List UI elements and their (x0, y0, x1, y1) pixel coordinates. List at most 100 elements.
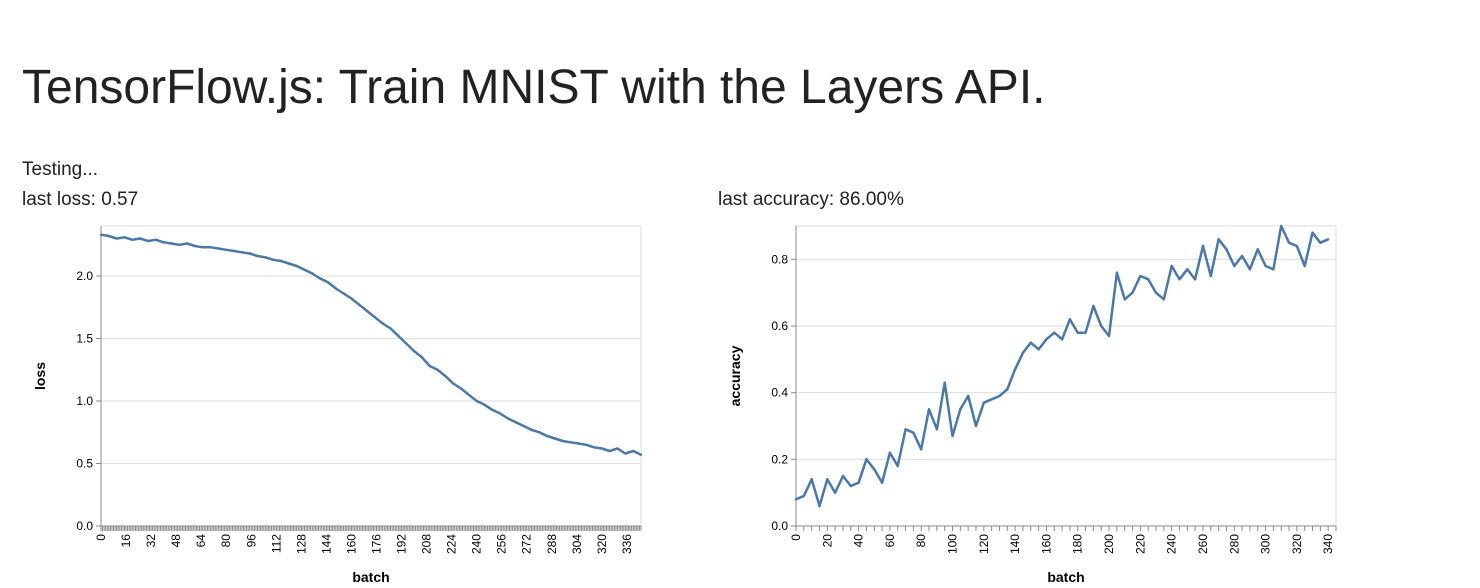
accuracy-data-point (1115, 271, 1119, 274)
loss-x-tick-label: 144 (319, 534, 333, 554)
loss-data-point (600, 447, 604, 450)
loss-data-point (530, 428, 533, 431)
loss-x-tick-label: 32 (144, 534, 158, 548)
loss-data-point (107, 234, 111, 238)
accuracy-x-tick-label: 60 (883, 534, 897, 548)
accuracy-data-point (1326, 238, 1330, 241)
accuracy-data-point (1217, 238, 1220, 241)
accuracy-y-tick-label: 0.4 (771, 386, 788, 400)
accuracy-x-tick-label: 100 (946, 534, 960, 554)
accuracy-data-point (951, 434, 954, 438)
loss-data-point (154, 238, 157, 241)
accuracy-x-tick-label: 340 (1321, 534, 1335, 554)
loss-data-point (459, 387, 463, 390)
accuracy-data-point (1170, 264, 1173, 268)
loss-data-point (311, 272, 314, 275)
accuracy-x-tick-label: 320 (1290, 534, 1304, 554)
accuracy-x-tick-label: 80 (914, 534, 928, 548)
loss-data-point (271, 258, 275, 261)
accuracy-data-point (1233, 264, 1236, 268)
accuracy-data-point (1013, 368, 1017, 371)
loss-data-point (342, 292, 345, 295)
accuracy-x-tick-label: 300 (1259, 534, 1273, 554)
accuracy-data-point (1100, 324, 1103, 328)
loss-data-point (412, 349, 416, 353)
accuracy-x-tick-label: 20 (820, 534, 834, 548)
accuracy-data-point (1295, 244, 1299, 248)
loss-data-point (138, 237, 142, 240)
accuracy-data-point (1060, 338, 1064, 341)
loss-data-point (365, 309, 369, 313)
accuracy-data-point (974, 424, 978, 428)
accuracy-data-point (920, 448, 923, 451)
accuracy-data-point (1068, 318, 1072, 321)
loss-data-point (585, 443, 588, 446)
loss-data-point (592, 446, 596, 449)
loss-data-point (185, 242, 189, 245)
page-title: TensorFlow.js: Train MNIST with the Laye… (22, 61, 1046, 114)
accuracy-data-point (1248, 268, 1252, 271)
loss-data-point (193, 244, 197, 248)
accuracy-data-point (1280, 224, 1283, 228)
loss-y-tick-label: 1.5 (76, 332, 93, 346)
accuracy-y-tick-label: 0.8 (771, 252, 788, 266)
loss-data-point (264, 256, 267, 259)
loss-x-tick-label: 272 (520, 534, 534, 554)
accuracy-data-point (959, 408, 962, 411)
accuracy-x-tick-label: 140 (1008, 534, 1022, 554)
loss-data-point (146, 239, 150, 243)
loss-data-point (631, 449, 635, 453)
loss-data-point (295, 264, 298, 268)
loss-x-tick-label: 256 (495, 534, 509, 554)
loss-data-point (279, 259, 283, 263)
accuracy-y-tick-label: 0.6 (771, 319, 788, 333)
loss-data-point (123, 236, 126, 239)
loss-data-point (209, 246, 212, 249)
accuracy-data-point (810, 478, 813, 481)
loss-y-tick-label: 2.0 (76, 269, 93, 283)
accuracy-data-point (826, 478, 829, 481)
accuracy-data-point (857, 481, 860, 484)
accuracy-data-point (873, 468, 876, 471)
accuracy-data-point (1272, 268, 1275, 271)
accuracy-data-point (896, 464, 899, 468)
loss-x-tick-label: 208 (420, 534, 434, 554)
accuracy-data-point (1225, 248, 1228, 251)
accuracy-data-point (841, 474, 845, 478)
loss-data-point (287, 262, 291, 265)
loss-y-tick-label: 0.5 (76, 457, 93, 471)
loss-data-point (303, 268, 306, 271)
accuracy-x-tick-label: 120 (977, 534, 991, 554)
accuracy-data-point (990, 398, 993, 401)
accuracy-data-point (1107, 334, 1111, 338)
accuracy-data-point (1092, 304, 1095, 308)
accuracy-x-tick-label: 220 (1133, 534, 1147, 554)
accuracy-y-tick-label: 0.0 (771, 519, 788, 533)
accuracy-data-point (1131, 291, 1134, 294)
accuracy-x-tick-label: 180 (1071, 534, 1085, 554)
accuracy-data-point (818, 504, 821, 508)
loss-data-point (420, 356, 424, 359)
loss-data-point (514, 421, 517, 424)
loss-x-tick-label: 320 (595, 534, 609, 554)
accuracy-x-tick-label: 0 (789, 534, 803, 541)
accuracy-data-point (794, 498, 798, 501)
loss-data-point (389, 327, 392, 330)
loss-x-tick-label: 304 (570, 534, 584, 554)
accuracy-data-point (904, 428, 907, 431)
training-status: Testing... (22, 159, 99, 180)
loss-data-point (522, 424, 525, 428)
loss-x-tick-label: 96 (244, 534, 258, 548)
accuracy-x-tick-label: 160 (1039, 534, 1053, 554)
accuracy-data-point (1240, 254, 1244, 258)
loss-data-point (178, 243, 181, 246)
loss-data-point (624, 452, 627, 455)
loss-data-point (569, 441, 572, 444)
loss-data-point (217, 247, 220, 250)
accuracy-data-point (1287, 241, 1291, 244)
loss-data-point (483, 403, 486, 406)
accuracy-data-point (802, 494, 806, 498)
accuracy-data-point (1186, 268, 1189, 271)
loss-x-tick-label: 176 (369, 534, 383, 554)
